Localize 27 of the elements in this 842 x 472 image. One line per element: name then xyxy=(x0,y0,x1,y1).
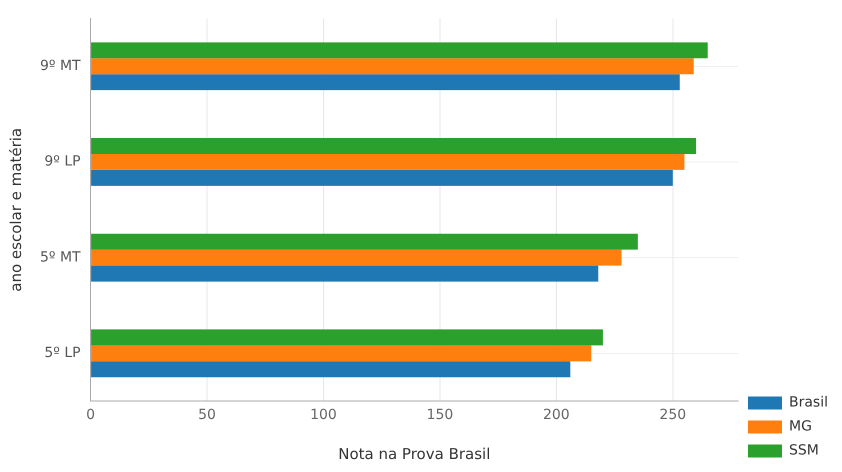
x-tick-label: 100 xyxy=(310,407,337,424)
y-tick-label: 9º MT xyxy=(40,58,82,74)
bar xyxy=(91,58,694,74)
bar xyxy=(91,138,696,154)
bar xyxy=(91,42,708,58)
x-tick-label: 0 xyxy=(86,407,96,424)
bar xyxy=(91,170,673,186)
y-tick-label: 9º LP xyxy=(44,154,81,170)
y-tick-label: 5º MT xyxy=(40,249,82,266)
y-tick-label: 5º LP xyxy=(44,344,81,361)
x-tick-label: 150 xyxy=(426,407,454,424)
x-tick-label: 200 xyxy=(542,407,570,424)
bar xyxy=(91,361,570,378)
bar xyxy=(91,250,622,266)
bar xyxy=(91,266,598,282)
bar xyxy=(91,345,592,362)
x-axis-title: Nota na Prova Brasil xyxy=(338,444,490,463)
legend-label: SSM xyxy=(788,442,819,459)
bar xyxy=(91,329,603,346)
x-tick-label: 250 xyxy=(659,407,686,424)
bar xyxy=(91,234,638,250)
y-axis-title: ano escolar e matéria xyxy=(6,128,25,292)
legend-label: MG xyxy=(788,418,812,435)
legend-label: Brasil xyxy=(788,394,828,411)
x-tick-label: 50 xyxy=(198,407,216,424)
bar xyxy=(91,154,684,170)
bar xyxy=(91,74,680,90)
